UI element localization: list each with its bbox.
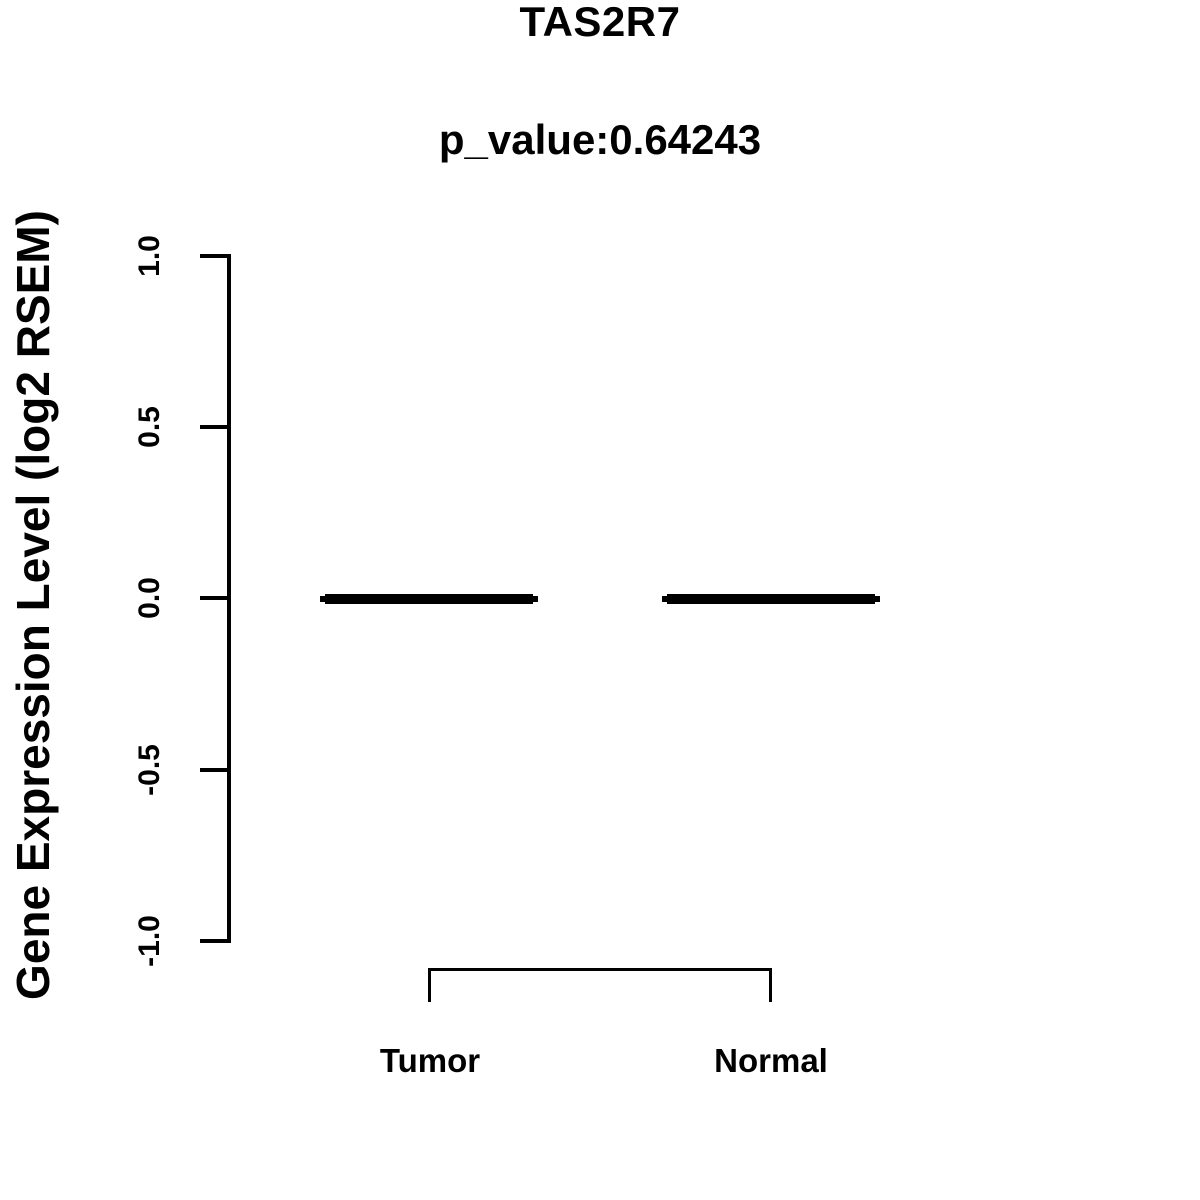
x-category-label-tumor: Tumor bbox=[379, 1042, 481, 1079]
normal-boxplot-median-line bbox=[662, 594, 880, 604]
x-category-label-normal: Normal bbox=[714, 1042, 828, 1079]
y-tick-mark bbox=[200, 939, 228, 943]
y-tick-label: -0.5 bbox=[133, 744, 166, 796]
comparison-bracket-left-end bbox=[428, 968, 431, 1002]
y-tick-mark bbox=[200, 768, 228, 772]
y-tick-mark bbox=[200, 596, 228, 600]
y-tick-label: 1.0 bbox=[133, 235, 166, 277]
chart-subtitle-pvalue: p_value:0.64243 bbox=[438, 116, 762, 163]
y-tick-mark bbox=[200, 254, 228, 258]
y-tick-mark bbox=[200, 425, 228, 429]
y-tick-label: 0.0 bbox=[133, 577, 166, 619]
y-axis-label: Gene Expression Level (log2 RSEM) bbox=[7, 210, 59, 1000]
comparison-bracket-right-end bbox=[769, 968, 772, 1002]
tumor-boxplot-median-line bbox=[320, 594, 538, 604]
y-tick-label: 0.5 bbox=[133, 406, 166, 448]
y-tick-label: -1.0 bbox=[133, 915, 166, 967]
chart-title: TAS2R7 bbox=[519, 0, 681, 45]
comparison-bracket-horizontal bbox=[428, 968, 772, 971]
y-axis-line bbox=[227, 254, 231, 943]
